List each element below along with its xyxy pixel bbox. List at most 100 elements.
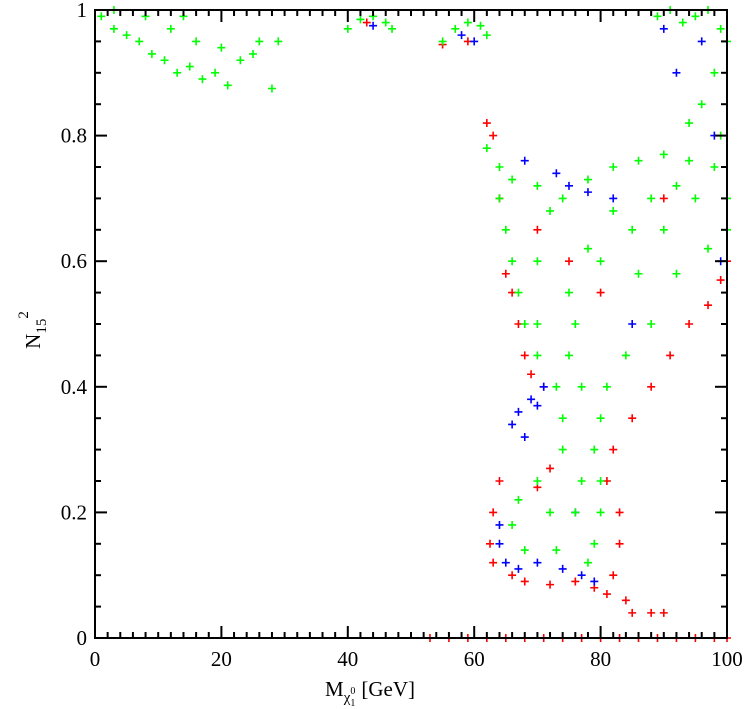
point [508,175,517,184]
point [514,495,523,504]
point [495,477,504,485]
point [520,577,529,586]
point [508,420,517,429]
point [615,508,624,517]
point [369,21,378,30]
point [716,24,725,33]
point [628,608,637,617]
point [520,351,529,360]
point [501,225,510,234]
point [704,244,713,253]
point [583,558,592,567]
point [546,464,555,473]
point [691,12,700,21]
point [166,24,175,33]
point [590,445,599,454]
point [716,276,725,285]
y-label-sub: 15 [34,319,50,334]
point [236,56,245,65]
x-label-main: M [325,677,344,701]
point [565,181,573,190]
point [527,395,536,404]
point [558,445,567,454]
point [546,580,555,589]
point [552,382,561,391]
point [476,21,485,30]
point [558,194,567,203]
point [457,31,466,40]
point [590,577,599,586]
point [489,558,498,567]
point [482,144,491,153]
point [647,320,656,328]
point [685,156,694,165]
point [647,194,656,203]
point [160,56,169,65]
point [659,194,668,203]
point [520,433,529,442]
point [565,351,573,360]
point [628,225,637,234]
point [609,445,618,454]
point [173,68,182,77]
point [583,244,592,253]
point [672,181,681,190]
point [577,477,586,485]
point [514,407,523,416]
y-label-sup: 2 [16,311,32,319]
point [463,18,472,27]
point [486,539,494,548]
y-tick-label: 0.4 [61,375,88,399]
point [609,163,618,171]
point [495,539,504,548]
y-axis-label: N152 [16,311,50,349]
point [710,163,719,171]
point [438,37,447,46]
point [520,320,529,328]
point [211,68,220,77]
point [192,37,201,46]
point [147,49,156,58]
point [533,320,542,328]
y-label-main: N [21,334,45,349]
point [482,31,491,40]
point [470,37,479,46]
point [482,119,491,128]
point [628,414,637,423]
point [489,508,498,517]
point [508,571,517,580]
point [198,75,207,84]
point [552,169,561,178]
point [685,320,694,328]
y-tick-label: 1 [77,0,88,22]
point [255,37,264,46]
point [527,370,536,379]
point [356,15,365,24]
point [533,401,542,410]
point [565,257,573,266]
point [647,608,656,617]
point [267,84,276,93]
point [691,194,700,203]
point [343,24,352,33]
x-tick-label: 80 [590,647,611,671]
point [590,539,599,548]
x-label-sub: χ [343,690,351,706]
point [710,68,719,77]
point [489,131,498,140]
point [533,181,542,190]
point [596,477,605,485]
point [546,508,555,517]
point [678,18,687,27]
point [558,414,567,423]
point [659,150,668,159]
point [533,558,542,567]
point [223,81,232,90]
point [672,269,681,278]
point [609,206,618,215]
point [552,546,561,555]
point [135,37,144,46]
point [109,24,118,33]
point [596,288,605,297]
